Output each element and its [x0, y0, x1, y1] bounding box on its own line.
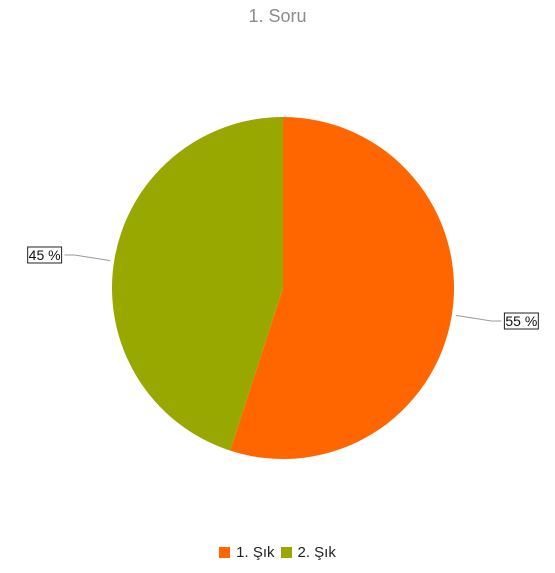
chart-legend: 1. Şık 2. Şık [0, 544, 555, 561]
legend-item-1: 1. Şık [219, 544, 275, 561]
legend-swatch-1 [219, 547, 231, 558]
pie-slice-1 [230, 117, 455, 459]
data-label-1: 55 % [505, 313, 537, 329]
legend-label-2: 2. Şık [297, 544, 336, 561]
pie-slice-2 [112, 117, 283, 451]
legend-label-1: 1. Şık [236, 544, 275, 561]
leader-line-1 [455, 314, 502, 322]
data-label-2: 45 % [29, 247, 61, 263]
leader-line-2 [64, 254, 111, 262]
chart-title: 1. Soru [248, 6, 307, 26]
data-label-box-2 [27, 246, 63, 264]
data-label-box-1 [503, 312, 539, 330]
legend-swatch-2 [280, 547, 292, 558]
legend-item-2: 2. Şık [280, 544, 336, 561]
